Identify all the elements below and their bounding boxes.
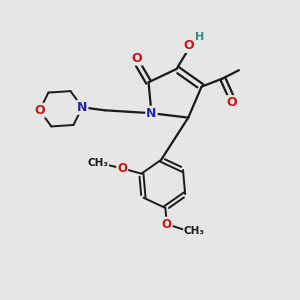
Text: N: N [77, 101, 88, 114]
Text: O: O [226, 96, 237, 109]
Text: H: H [194, 32, 204, 42]
Text: O: O [162, 218, 172, 231]
Text: O: O [117, 162, 127, 175]
Text: O: O [131, 52, 142, 64]
Text: O: O [34, 104, 45, 117]
Text: CH₃: CH₃ [184, 226, 205, 236]
Text: N: N [146, 107, 157, 120]
Text: CH₃: CH₃ [88, 158, 109, 168]
Text: O: O [183, 39, 194, 52]
